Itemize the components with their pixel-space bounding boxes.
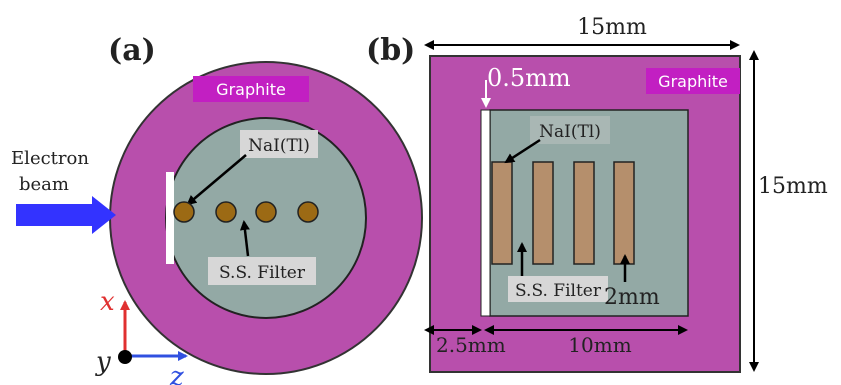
dim-right-label: 15mm xyxy=(758,174,828,199)
ss-filter-arrow xyxy=(239,220,250,257)
dim-crystal-label: 2mm xyxy=(604,285,660,310)
graphite-label: Graphite xyxy=(216,80,286,99)
graphite-label-box xyxy=(193,76,309,102)
panel-a-label: (a) xyxy=(108,33,156,68)
nai-arrow xyxy=(186,154,247,206)
y-axis-label: y xyxy=(95,347,111,377)
crystal-bar-4 xyxy=(613,161,635,265)
panel-b: (b) 15mm Graphite 0.5mm NaI(Tl) S.S. Fil… xyxy=(366,15,828,373)
nai-arrow-b xyxy=(504,138,541,164)
ss-filter-label-box xyxy=(208,257,316,285)
entrance-gap-b xyxy=(480,109,491,317)
ss-filter-label-box-b xyxy=(508,276,608,302)
dim-left-offset-label: 2.5mm xyxy=(436,333,506,357)
dim-top-label: 15mm xyxy=(577,15,647,40)
graphite-label-box-b xyxy=(646,68,740,94)
filter-dot-1 xyxy=(173,201,195,223)
filter-dot-2 xyxy=(215,201,237,223)
nai-label: NaI(Tl) xyxy=(248,136,310,156)
nai-label-b: NaI(Tl) xyxy=(539,122,601,142)
ss-filter-label-b: S.S. Filter xyxy=(515,281,602,301)
crystal-bar-3 xyxy=(573,161,595,265)
crystal-bar-1 xyxy=(491,161,513,265)
panel-a: (a) Graphite NaI(Tl) S.S. Filter Electro… xyxy=(11,33,423,385)
dim-gap-label: 0.5mm xyxy=(487,64,571,92)
filter-dot-4 xyxy=(297,201,319,223)
nai-label-box xyxy=(240,130,318,158)
electron-beam-arrow xyxy=(16,196,116,234)
coordinate-axes: x y z xyxy=(95,287,188,385)
entrance-gap xyxy=(166,172,174,264)
z-axis-label: z xyxy=(169,362,184,385)
x-axis-label: x xyxy=(100,287,115,317)
graphite-label-b: Graphite xyxy=(658,72,728,91)
electron-beam-label-line2: beam xyxy=(19,174,69,195)
dim-inner-width-label: 10mm xyxy=(568,333,631,357)
ss-filter-label: S.S. Filter xyxy=(219,263,306,283)
filter-dot-3 xyxy=(255,201,277,223)
y-axis-origin xyxy=(118,350,132,364)
panel-b-label: (b) xyxy=(366,33,415,68)
crystal-bar-2 xyxy=(532,161,554,265)
nai-label-box-b xyxy=(530,116,610,144)
electron-beam-label-line1: Electron xyxy=(11,148,89,169)
